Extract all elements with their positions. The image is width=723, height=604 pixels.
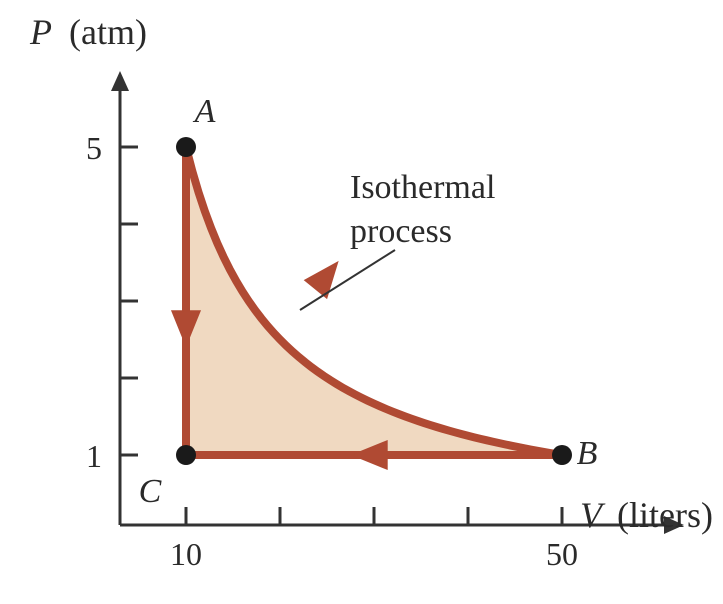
state-point-C <box>176 445 196 465</box>
y-axis-label: P (atm) <box>29 12 147 52</box>
y-axis-arrow <box>111 71 129 91</box>
pv-diagram: 1 5 10 50 P (atm) V (liters) A B C Isothermal proc… <box>0 0 723 604</box>
x-tick-label: 10 <box>170 536 202 572</box>
state-label-B: B <box>577 435 598 472</box>
y-tick-label: 5 <box>86 130 102 166</box>
annotation-line2: process <box>350 213 452 250</box>
x-tick-label: 50 <box>546 536 578 572</box>
arrow-AB <box>305 253 349 298</box>
y-tick-label: 1 <box>86 438 102 474</box>
state-point-B <box>552 445 572 465</box>
state-label-C: C <box>139 473 162 510</box>
x-axis-label: V (liters) <box>580 495 713 535</box>
state-point-A <box>176 137 196 157</box>
state-label-A: A <box>193 93 216 130</box>
annotation-line1: Isothermal <box>350 169 495 206</box>
